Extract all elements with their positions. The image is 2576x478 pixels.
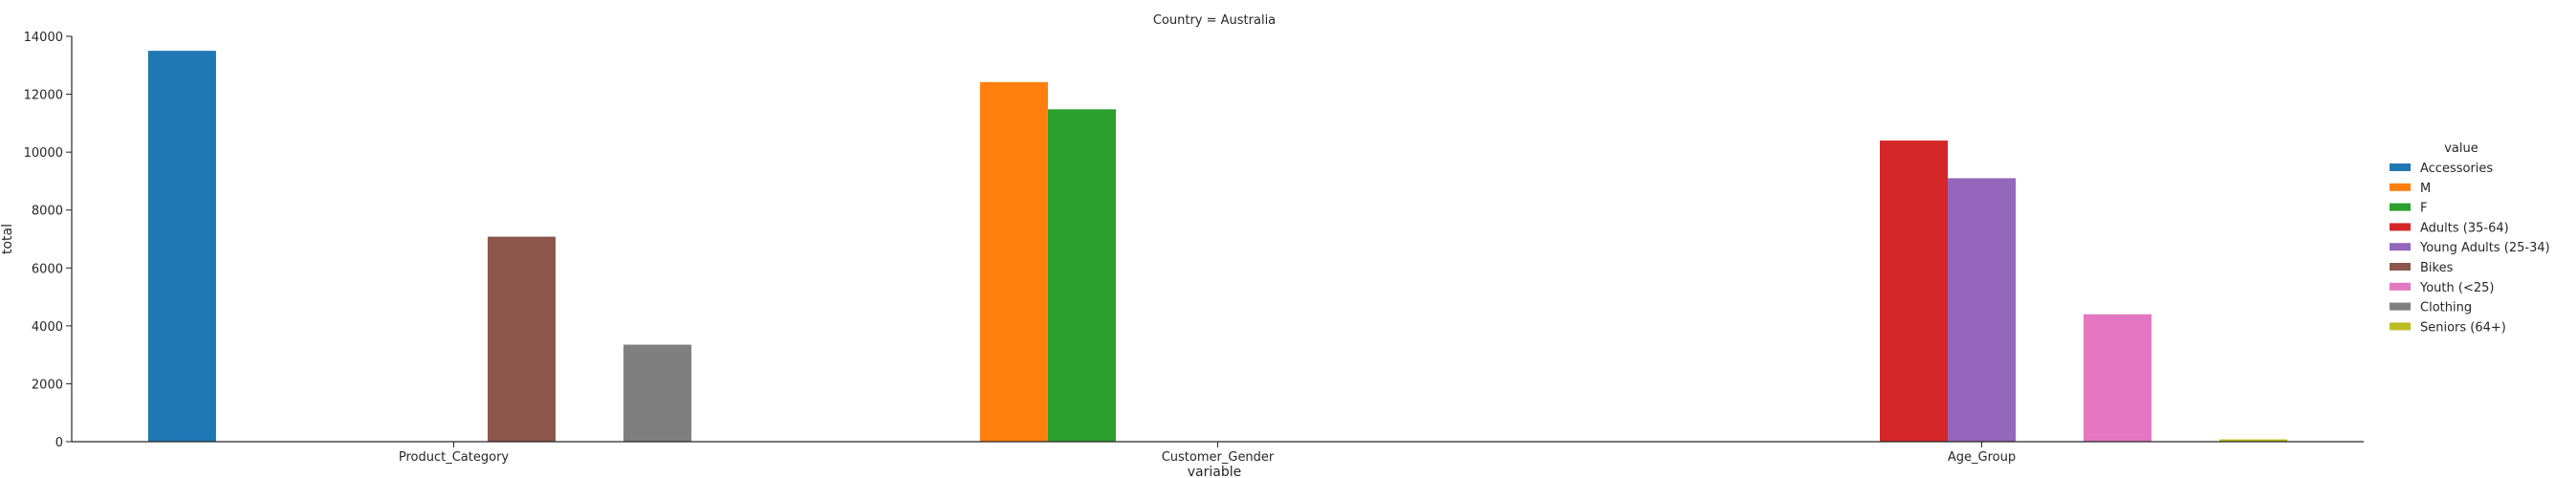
bar-Product_Category-Accessories <box>147 51 216 442</box>
legend-entry-label: Bikes <box>2420 261 2454 275</box>
legend-swatch <box>2390 282 2411 291</box>
legend-swatch <box>2390 322 2411 331</box>
legend-entry-label: Accessories <box>2420 162 2493 176</box>
y-tick-label: 14000 <box>24 31 63 45</box>
chart-title: Country = Australia <box>1153 13 1276 28</box>
bar-Age_Group-Adults (35-64) <box>1879 141 1948 442</box>
legend-swatch <box>2390 183 2411 191</box>
y-tick-label: 8000 <box>32 205 63 219</box>
legend-swatch <box>2390 302 2411 311</box>
y-tick-label: 0 <box>55 436 63 450</box>
y-tick-label: 2000 <box>32 378 63 392</box>
bar-Age_Group-Young Adults (25-34) <box>1947 178 2017 442</box>
legend-swatch <box>2390 263 2411 271</box>
legend-entry-label: Adults (35-64) <box>2420 221 2509 235</box>
bar-Customer_Gender-F <box>1047 109 1116 442</box>
bar-Product_Category-Clothing <box>623 344 692 442</box>
y-tick-label: 4000 <box>32 320 63 335</box>
legend-title: value <box>2444 141 2478 156</box>
legend-entry-label: M <box>2420 182 2431 196</box>
legend-entry-label: Seniors (64+) <box>2420 320 2506 335</box>
y-tick-label: 6000 <box>32 262 63 276</box>
x-tick-label: Customer_Gender <box>1162 450 1275 465</box>
legend: value Accessories MF Adults (35-64) Young A… <box>2390 141 2550 335</box>
y-axis: 0 2000 4000 6000 8000 10000 12000 14000 <box>24 31 72 450</box>
bar-Age_Group-Seniors (64+) <box>2219 439 2288 442</box>
legend-swatch <box>2390 243 2411 251</box>
bar-Age_Group-Youth (<25) <box>2084 314 2152 442</box>
bars <box>147 51 2288 442</box>
y-axis-label: total <box>0 224 15 254</box>
legend-swatch <box>2390 203 2411 211</box>
legend-entry-label: Young Adults (25-34) <box>2419 241 2550 255</box>
legend-entry-label: Youth (<25) <box>2419 281 2494 295</box>
legend-entry-label: F <box>2420 202 2427 216</box>
x-tick-label: Age_Group <box>1948 450 2016 465</box>
x-tick-label: Product_Category <box>399 450 510 465</box>
y-tick-label: 12000 <box>24 89 63 103</box>
axes-spines <box>71 36 2364 443</box>
x-axis: Product_Category Customer_Gender Age_Group <box>399 442 2016 465</box>
legend-swatch <box>2390 223 2411 231</box>
legend-entry-label: Clothing <box>2420 301 2472 315</box>
bar-Customer_Gender-M <box>979 81 1048 442</box>
bar-Product_Category-Bikes <box>488 236 557 442</box>
x-axis-label: variable <box>1188 465 1241 478</box>
legend-swatch <box>2390 163 2411 171</box>
y-tick-label: 10000 <box>24 146 63 161</box>
